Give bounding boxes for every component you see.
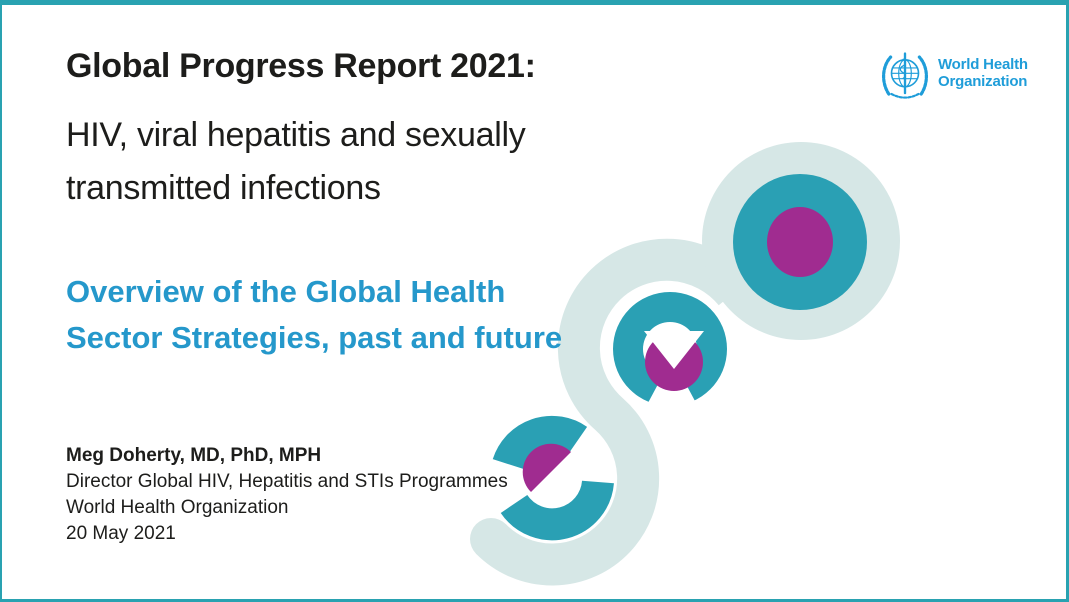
middle-ring-group <box>613 292 727 416</box>
report-title: Global Progress Report 2021: <box>66 47 536 85</box>
bottom-ring-lower-arc <box>500 479 614 541</box>
presentation-date: 20 May 2021 <box>66 523 176 544</box>
middle-circle-magenta <box>645 333 703 391</box>
bottom-circle-magenta-half <box>522 443 571 492</box>
heading-line-2: Sector Strategies, past and future <box>66 320 563 355</box>
bottom-ring-upper-arc <box>492 415 588 470</box>
author-name: Meg Doherty, MD, PhD, MPH <box>66 445 322 466</box>
middle-ring <box>613 292 727 406</box>
who-logo-text: World Health Organization <box>938 56 1028 90</box>
bottom-ring-group <box>492 415 614 541</box>
subtitle-line-2: transmitted infections <box>66 169 381 207</box>
section-heading: Overview of the Global Health Sector Str… <box>66 269 562 361</box>
report-subtitle: HIV, viral hepatitis and sexually transm… <box>66 109 526 215</box>
top-circle-magenta <box>767 207 833 277</box>
who-emblem-icon <box>882 52 928 99</box>
top-circle-group <box>702 142 900 340</box>
top-circle-halo <box>702 142 900 340</box>
author-role: Director Global HIV, Hepatitis and STIs … <box>66 471 508 492</box>
who-logo-text-line-1: World Health <box>938 56 1028 73</box>
subtitle-line-1: HIV, viral hepatitis and sexually <box>66 116 526 154</box>
heading-line-1: Overview of the Global Health <box>66 274 506 309</box>
author-org: World Health Organization <box>66 497 289 518</box>
middle-circle-top-notch <box>644 331 704 369</box>
top-circle-teal <box>733 174 867 310</box>
author-block: Meg Doherty, MD, PhD, MPH Director Globa… <box>66 443 508 547</box>
middle-ring-bottom-notch <box>641 358 703 416</box>
who-logo-text-line-2: Organization <box>938 73 1028 90</box>
